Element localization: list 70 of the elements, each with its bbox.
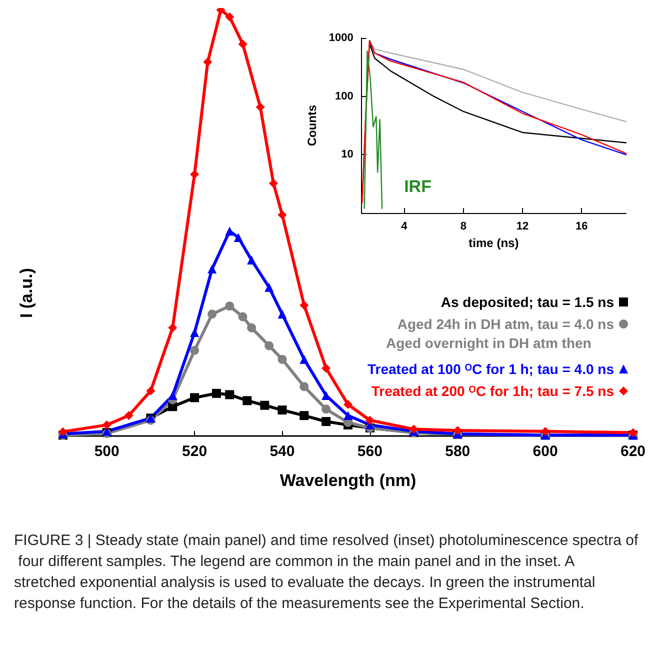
point — [344, 400, 352, 409]
point — [278, 310, 287, 319]
point — [278, 354, 287, 364]
y-axis-title: I (a.u.) — [17, 268, 36, 318]
point — [268, 178, 278, 188]
line-series — [364, 50, 383, 209]
x-tick-label: 12 — [516, 220, 529, 232]
y-axis-title: Counts — [305, 104, 319, 146]
point — [264, 282, 274, 292]
point — [208, 310, 217, 319]
legend-label: As deposited; tau = 1.5 ns — [440, 294, 614, 310]
legend-label: Treated at 100 ᴼC for 1 h; tau = 4.0 ns — [367, 361, 614, 377]
point — [190, 346, 200, 355]
x-tick-label: 560 — [357, 443, 382, 460]
legend-label: Aged 24h in DH atm, tau = 4.0 ns — [397, 316, 614, 332]
point — [247, 323, 256, 332]
point — [168, 323, 178, 332]
point — [256, 102, 265, 112]
point — [322, 364, 331, 373]
point — [238, 312, 248, 322]
point — [203, 57, 212, 66]
caption: FIGURE 3 | Steady state (main panel) and time resolved (inset) photoluminescence spectra of four different samples. The legend are common in the main panel and in the inset. A stretched exponential analysis is used to evaluate the decays. In green the instrumental response function. For the details of the measurements see the Experimental Section. — [14, 532, 640, 612]
y-tick-label: 1000 — [328, 32, 354, 44]
point — [300, 300, 309, 310]
point — [322, 417, 331, 426]
point — [540, 426, 550, 436]
point — [212, 388, 221, 398]
x-tick-label: 620 — [620, 443, 646, 460]
x-axis-title: Wavelength (nm) — [280, 471, 416, 490]
point — [225, 390, 234, 400]
x-tick-label: 580 — [445, 443, 470, 460]
point — [300, 354, 309, 364]
point — [168, 391, 178, 400]
y-tick-label: 100 — [335, 90, 354, 102]
x-tick-label: 500 — [94, 443, 120, 460]
point — [234, 232, 243, 242]
x-tick-label: 4 — [401, 220, 408, 232]
point — [225, 226, 234, 236]
point — [146, 386, 156, 396]
annotation: Aged overnight in DH atm then — [386, 335, 592, 351]
point — [365, 416, 374, 425]
point — [124, 411, 134, 420]
point — [300, 411, 309, 420]
x-tick-label: 520 — [182, 443, 208, 460]
y-tick-label: 10 — [341, 148, 354, 161]
point — [260, 400, 270, 410]
series-label: IRF — [404, 176, 432, 196]
point — [225, 302, 234, 311]
legend-label: Treated at 200 ᴼC for 1h; tau = 7.5 ns — [371, 383, 614, 399]
x-tick-label: 16 — [576, 220, 588, 232]
point — [264, 341, 274, 350]
point — [453, 426, 462, 435]
x-tick-label: 540 — [270, 443, 295, 460]
point — [238, 40, 248, 49]
point — [322, 404, 331, 414]
point — [247, 256, 256, 265]
x-tick-label: 600 — [532, 443, 558, 460]
x-axis-title: time (ns) — [468, 236, 519, 250]
point — [225, 12, 234, 22]
point — [300, 382, 309, 392]
point — [190, 328, 200, 337]
point — [102, 420, 112, 430]
x-tick-label: 8 — [460, 220, 466, 232]
point — [242, 396, 252, 406]
point — [278, 210, 287, 220]
point — [344, 411, 352, 420]
point — [628, 428, 638, 438]
point — [278, 406, 287, 415]
point — [190, 393, 200, 402]
point — [208, 264, 217, 274]
